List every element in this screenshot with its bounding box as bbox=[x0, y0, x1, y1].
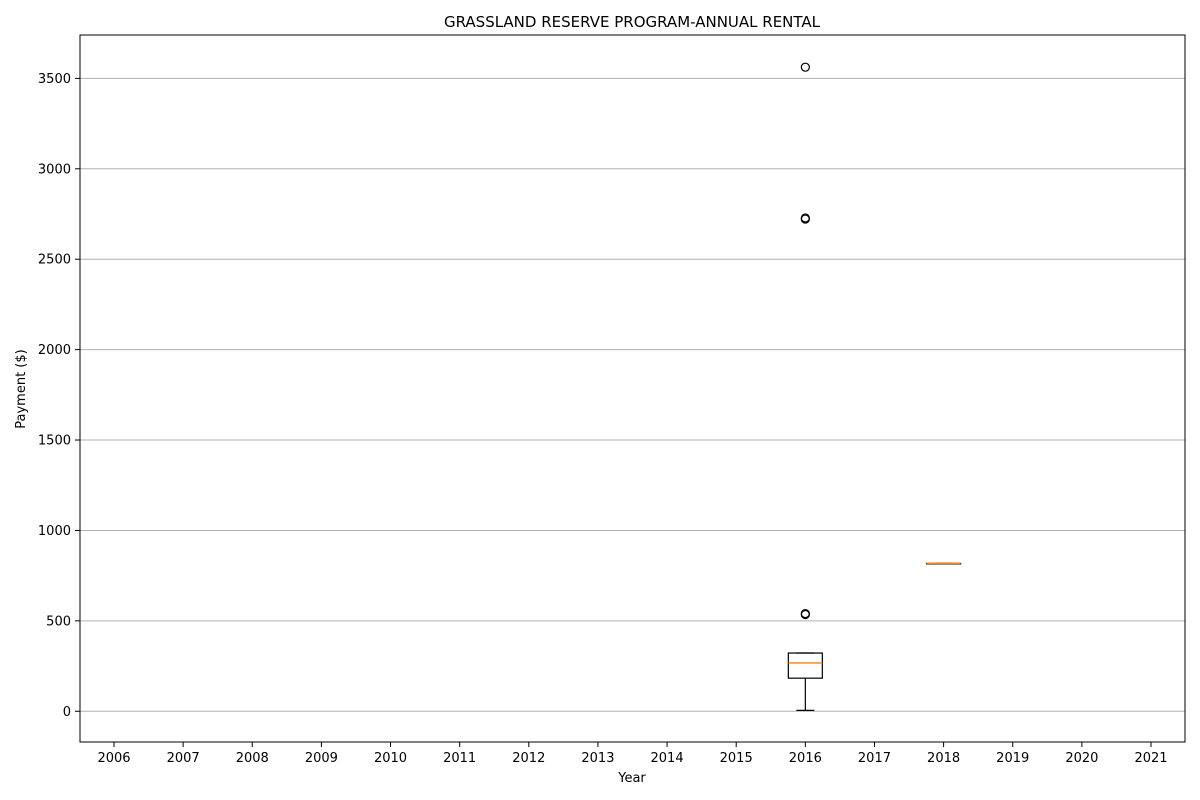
outlier-point bbox=[800, 62, 810, 72]
x-tick-label: 2010 bbox=[374, 751, 407, 766]
plot-frame bbox=[79, 34, 1186, 743]
x-tick-label: 2016 bbox=[789, 751, 822, 766]
box-layer bbox=[787, 62, 962, 711]
box-iqr bbox=[787, 652, 823, 679]
x-tick-label: 2019 bbox=[996, 751, 1029, 766]
x-tick-label: 2011 bbox=[443, 751, 476, 766]
y-tick-label: 1500 bbox=[38, 434, 71, 449]
y-tick-label: 1000 bbox=[38, 524, 71, 539]
x-tick-label: 2007 bbox=[167, 751, 200, 766]
outlier-point bbox=[800, 213, 810, 223]
y-tick-label: 3500 bbox=[38, 72, 71, 87]
y-tick-label: 0 bbox=[63, 705, 71, 720]
x-tick-label: 2017 bbox=[858, 751, 891, 766]
x-tick-label: 2009 bbox=[305, 751, 338, 766]
chart-title: GRASSLAND RESERVE PROGRAM-ANNUAL RENTAL bbox=[444, 13, 821, 31]
y-tick-label: 2000 bbox=[38, 343, 71, 358]
x-tick-label: 2012 bbox=[512, 751, 545, 766]
x-tick-label: 2020 bbox=[1065, 751, 1098, 766]
x-axis-label: Year bbox=[617, 771, 646, 786]
x-tick-label: 2013 bbox=[581, 751, 614, 766]
y-tick-label: 2500 bbox=[38, 253, 71, 268]
x-tick-label: 2006 bbox=[97, 751, 130, 766]
box-2016 bbox=[787, 62, 823, 711]
tick-layer: 0 500 1000 1500 2000 2500 3000 3500 2006 2007 2008… bbox=[38, 72, 1168, 766]
x-tick-label: 2015 bbox=[720, 751, 753, 766]
outlier-point bbox=[800, 609, 810, 619]
x-tick-label: 2021 bbox=[1134, 751, 1167, 766]
y-axis-label: Payment ($) bbox=[14, 349, 29, 428]
x-tick-label: 2018 bbox=[927, 751, 960, 766]
y-tick-label: 500 bbox=[46, 614, 71, 629]
x-tick-label: 2014 bbox=[651, 751, 684, 766]
x-tick-label: 2008 bbox=[236, 751, 269, 766]
box-2018 bbox=[925, 562, 962, 565]
grid-layer bbox=[80, 77, 1185, 712]
y-tick-label: 3000 bbox=[38, 162, 71, 177]
